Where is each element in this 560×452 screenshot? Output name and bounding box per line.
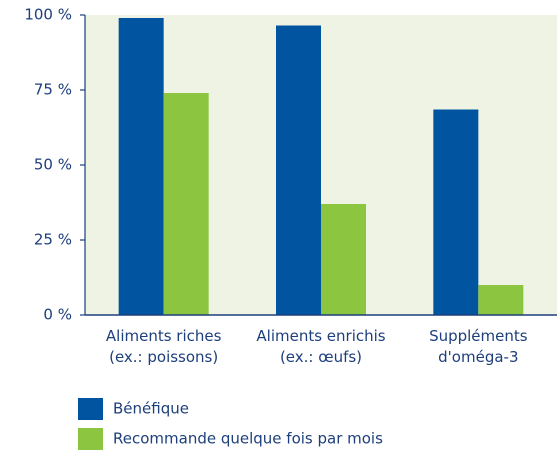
y-tick-label: 75 % (34, 81, 72, 99)
legend-label: Recommande quelque fois par mois (113, 430, 383, 448)
x-tick-label: Aliments enrichis (ex.: œufs) (256, 327, 385, 366)
y-tick-label: 100 % (24, 6, 72, 24)
legend-label: Bénéfique (113, 400, 189, 418)
legend-swatch (78, 398, 103, 420)
y-tick-label: 0 % (43, 306, 72, 324)
bar (276, 25, 321, 315)
bar (163, 93, 209, 315)
bar (478, 285, 524, 315)
y-tick-label: 50 % (34, 156, 72, 174)
bar (118, 18, 164, 315)
legend-swatch (78, 428, 103, 450)
x-tick-label: Suppléments d'oméga-3 (429, 327, 528, 366)
y-tick-label: 25 % (34, 231, 72, 249)
bar (433, 109, 479, 315)
x-tick-label: Aliments riches (ex.: poissons) (106, 327, 222, 366)
bar (321, 204, 366, 315)
